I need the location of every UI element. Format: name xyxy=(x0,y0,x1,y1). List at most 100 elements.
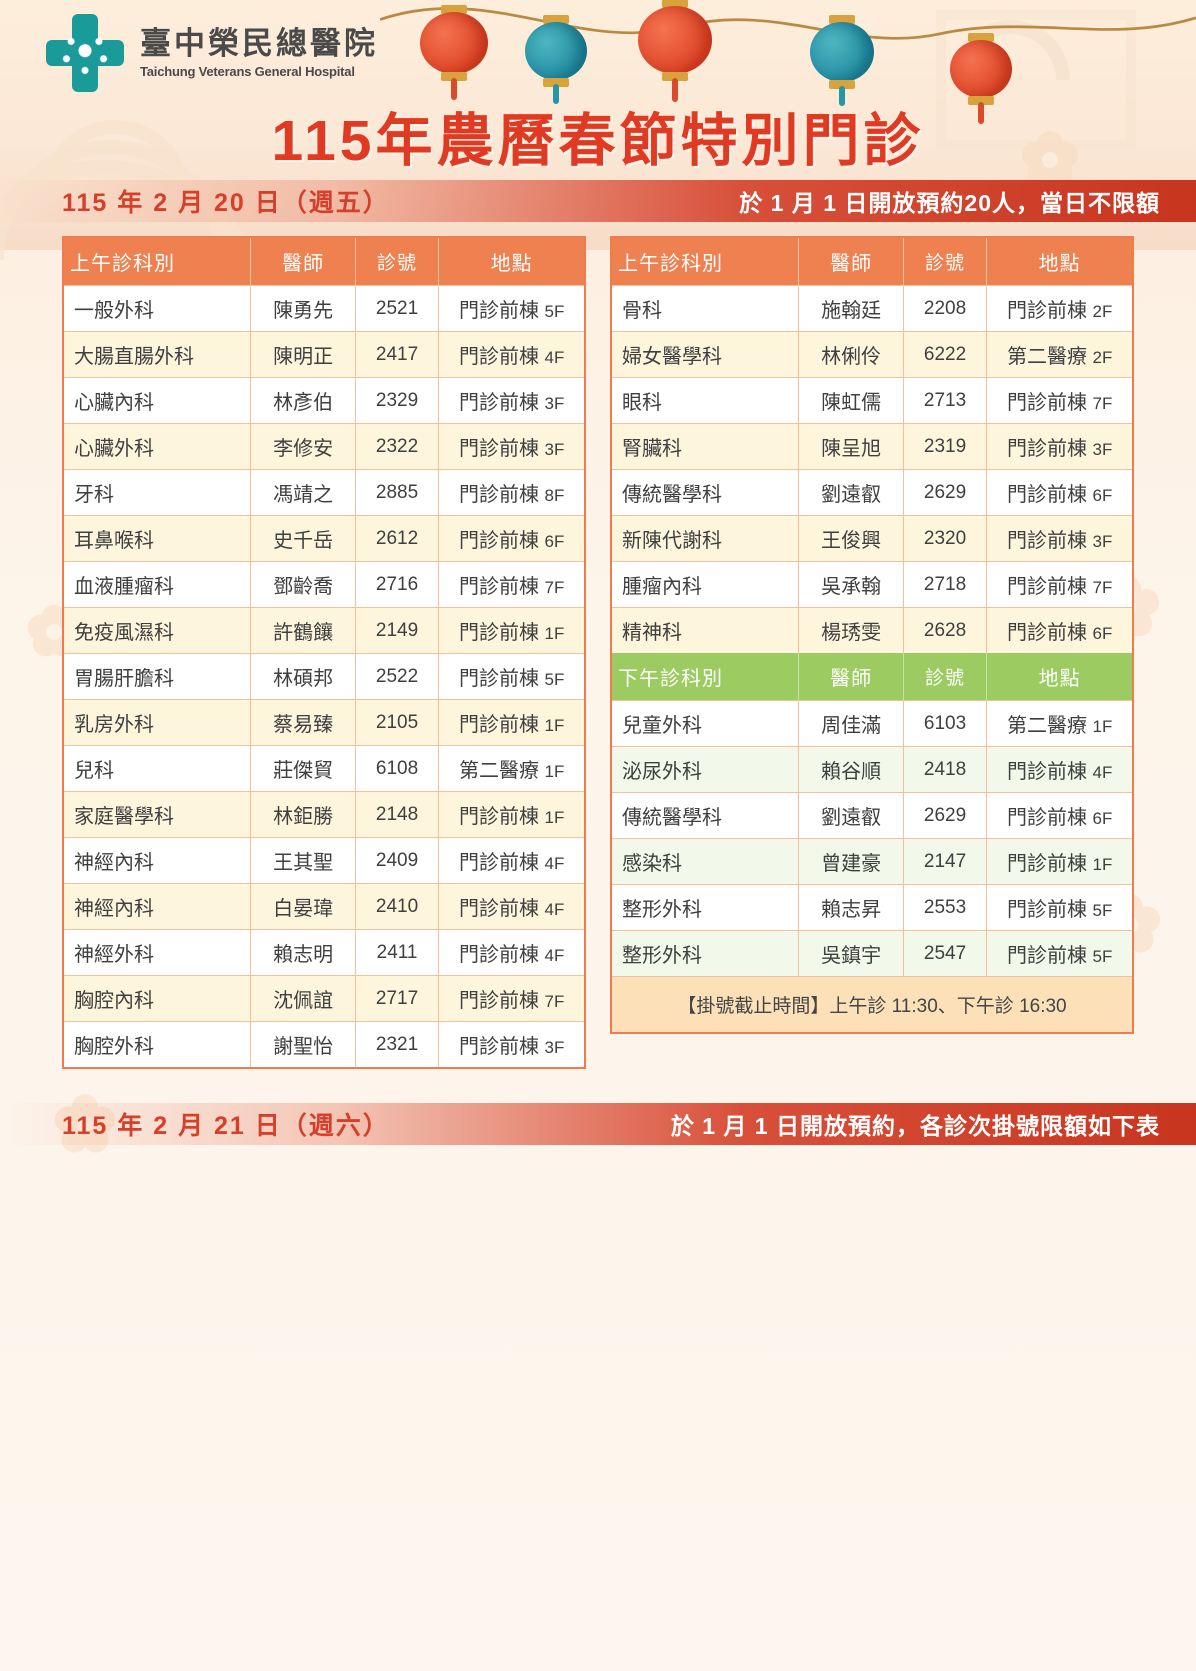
cell-doctor: 楊琇雯 xyxy=(798,607,904,653)
table-row: 胸腔內科 沈佩誼 2717 門診前棟 7F xyxy=(63,975,585,1022)
hospital-name-zh: 臺中榮民總醫院 xyxy=(140,25,378,61)
registration-deadline-note: 【掛號截止時間】上午診 11:30、下午診 16:30 xyxy=(611,976,1133,1033)
afternoon-header-row: 下午診科別 醫師 診號 地點 xyxy=(611,653,1134,701)
cell-dept: 牙科 xyxy=(63,469,252,516)
cell-doctor: 莊傑貿 xyxy=(250,745,356,792)
cell-room: 2628 xyxy=(903,607,988,653)
cell-location: 第二醫療 1F xyxy=(438,745,585,792)
cell-doctor: 王其聖 xyxy=(250,837,356,884)
cell-room: 2553 xyxy=(903,884,988,931)
cell-doctor: 白晏瑋 xyxy=(250,883,356,930)
table-row: 感染科 曾建豪 2147 門診前棟 1F xyxy=(611,838,1133,885)
cell-location: 門診前棟 1F xyxy=(438,791,585,838)
cell-location: 門診前棟 3F xyxy=(438,423,585,470)
cell-room: 2547 xyxy=(903,930,988,977)
table-row: 神經內科 王其聖 2409 門診前棟 4F xyxy=(63,837,585,884)
cell-location: 門診前棟 2F xyxy=(986,285,1133,332)
cell-dept: 胸腔外科 xyxy=(63,1021,252,1068)
cell-doctor: 吳鎮宇 xyxy=(798,930,904,977)
table-row: 神經內科 白晏瑋 2410 門診前棟 4F xyxy=(63,883,585,930)
cell-doctor: 賴志昇 xyxy=(798,884,904,931)
col-header-dept: 上午診科別 xyxy=(611,237,800,286)
cell-room: 2148 xyxy=(355,791,440,838)
cell-room: 2418 xyxy=(903,746,988,793)
teal-lantern-icon xyxy=(525,15,587,104)
cell-dept: 感染科 xyxy=(611,838,800,885)
cell-room: 2885 xyxy=(355,469,440,516)
cell-doctor: 施翰廷 xyxy=(798,285,904,332)
col-header-location-pm: 地點 xyxy=(986,653,1134,701)
table-row: 泌尿外科 賴谷順 2418 門診前棟 4F xyxy=(611,746,1133,793)
table-row: 耳鼻喉科 史千岳 2612 門診前棟 6F xyxy=(63,515,585,562)
cell-dept: 神經內科 xyxy=(63,883,252,930)
plum-blossom-icon xyxy=(1010,120,1090,200)
cell-location: 門診前棟 6F xyxy=(438,515,585,562)
cell-room: 2410 xyxy=(355,883,440,930)
cell-doctor: 陳明正 xyxy=(250,331,356,378)
cell-location: 門診前棟 1F xyxy=(438,699,585,746)
day1-left-column: 上午診科別 醫師 診號 地點 一般外科 陳勇先 2521 門診前棟 5F 大腸直腸外科陳… xyxy=(62,236,586,1069)
cell-room: 2629 xyxy=(903,469,988,516)
cell-location: 門診前棟 5F xyxy=(986,884,1133,931)
col-header-dept: 上午診科別 xyxy=(63,237,252,286)
cell-doctor: 鄧齡喬 xyxy=(250,561,356,608)
cell-dept: 家庭醫學科 xyxy=(63,791,252,838)
cell-location: 門診前棟 7F xyxy=(438,561,585,608)
cell-room: 2522 xyxy=(355,653,440,700)
cell-doctor: 周佳滿 xyxy=(798,700,904,747)
registration-deadline-row: 【掛號截止時間】上午診 11:30、下午診 16:30 xyxy=(611,976,1133,1033)
poster-header: 臺中榮民總醫院 Taichung Veterans General Hospit… xyxy=(0,0,1196,180)
table-row: 整形外科 吳鎮宇 2547 門診前棟 5F xyxy=(611,930,1133,977)
cell-dept: 骨科 xyxy=(611,285,800,332)
day1-reservation-note: 於 1 月 1 日開放預約20人，當日不限額 xyxy=(739,190,1160,216)
table-row: 傳統醫學科 劉遠叡 2629 門診前棟 6F xyxy=(611,469,1133,516)
cell-location: 門診前棟 1F xyxy=(438,607,585,654)
cell-dept: 心臟外科 xyxy=(63,423,252,470)
day1-right-column: 上午診科別 醫師 診號 地點 骨科 施翰廷 2208 門診前棟 2F 婦女醫學科 林俐伶 6… xyxy=(610,236,1134,1069)
cell-doctor: 劉遠叡 xyxy=(798,792,904,839)
cell-doctor: 劉遠叡 xyxy=(798,469,904,516)
cell-dept: 一般外科 xyxy=(63,285,252,332)
cell-location: 門診前棟 3F xyxy=(986,423,1133,470)
day1-content: 上午診科別 醫師 診號 地點 一般外科 陳勇先 2521 門診前棟 5F 大腸直腸外科陳… xyxy=(0,222,1196,1069)
cell-room: 2321 xyxy=(355,1021,440,1068)
table-row: 一般外科 陳勇先 2521 門診前棟 5F xyxy=(63,285,585,332)
cell-doctor: 陳虹儒 xyxy=(798,377,904,424)
table-row: 胃腸肝膽科 林碩邦 2522 門診前棟 5F xyxy=(63,653,585,700)
table-row: 骨科 施翰廷 2208 門診前棟 2F xyxy=(611,285,1133,332)
cell-room: 2149 xyxy=(355,607,440,654)
day1-left-table: 上午診科別 醫師 診號 地點 一般外科 陳勇先 2521 門診前棟 5F 大腸直腸外科陳… xyxy=(62,236,586,1069)
hospital-name-en: Taichung Veterans General Hospital xyxy=(140,64,355,80)
cell-doctor: 林彥伯 xyxy=(250,377,356,424)
col-header-doctor: 醫師 xyxy=(250,237,356,286)
cell-doctor: 謝聖怡 xyxy=(250,1021,356,1068)
col-header-room: 診號 xyxy=(903,237,988,286)
cell-room: 6108 xyxy=(355,745,440,792)
table-row: 牙科 馮靖之 2885 門診前棟 8F xyxy=(63,469,585,516)
table-row: 精神科 楊琇雯 2628 門診前棟 6F xyxy=(611,607,1133,653)
cell-doctor: 賴谷順 xyxy=(798,746,904,793)
cell-dept: 傳統醫學科 xyxy=(611,469,800,516)
cell-location: 門診前棟 5F xyxy=(438,285,585,332)
cell-room: 2319 xyxy=(903,423,988,470)
day1-date-bar: 115 年 2 月 20 日（週五） 於 1 月 1 日開放預約20人，當日不限… xyxy=(0,180,1196,222)
day2-date-label: 115 年 2 月 21 日（週六） xyxy=(62,1112,390,1140)
cell-location: 門診前棟 7F xyxy=(986,377,1133,424)
cell-dept: 腎臟科 xyxy=(611,423,800,470)
cell-room: 2105 xyxy=(355,699,440,746)
cell-dept: 心臟內科 xyxy=(63,377,252,424)
teal-cross-logo-icon xyxy=(46,14,124,92)
cell-location: 門診前棟 3F xyxy=(438,377,585,424)
col-header-room-pm: 診號 xyxy=(903,653,988,701)
cell-location: 門診前棟 5F xyxy=(438,653,585,700)
teal-lantern-icon xyxy=(810,15,874,106)
cell-room: 2320 xyxy=(903,515,988,562)
cell-location: 門診前棟 4F xyxy=(438,837,585,884)
table-row: 血液腫瘤科 鄧齡喬 2716 門診前棟 7F xyxy=(63,561,585,608)
cell-doctor: 曾建豪 xyxy=(798,838,904,885)
cell-dept: 整形外科 xyxy=(611,884,800,931)
cell-location: 門診前棟 7F xyxy=(986,561,1133,608)
cell-doctor: 許鶴饟 xyxy=(250,607,356,654)
day2-ribbon xyxy=(0,1103,1196,1145)
cell-dept: 整形外科 xyxy=(611,930,800,977)
